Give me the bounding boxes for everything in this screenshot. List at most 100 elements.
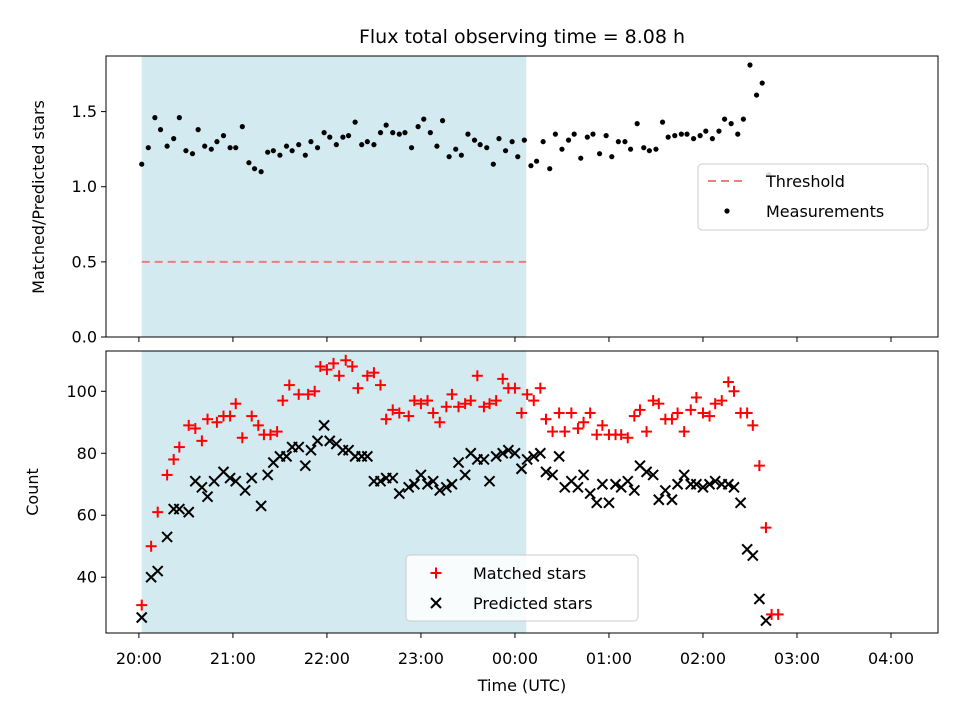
predicted-star-marker <box>452 456 465 469</box>
predicted-star-marker <box>374 475 387 487</box>
predicted-x-stroke <box>196 481 208 494</box>
measurement-point <box>345 133 352 139</box>
predicted-x-stroke <box>374 475 387 487</box>
predicted-star-marker <box>678 469 690 481</box>
predicted-star-marker <box>640 466 653 478</box>
predicted-x-stroke <box>690 478 703 490</box>
y-tick-label: 100 <box>66 382 97 401</box>
predicted-star-marker <box>151 565 164 577</box>
predicted-star-marker <box>427 475 439 487</box>
matched-star-marker <box>271 426 283 438</box>
matched-star-marker <box>293 388 305 400</box>
predicted-star-marker <box>622 475 634 487</box>
predicted-x-stroke <box>483 475 496 487</box>
predicted-star-marker <box>515 463 528 475</box>
measurement-point <box>446 154 452 160</box>
matched-star-marker <box>565 407 577 419</box>
matched-star-marker <box>152 506 164 518</box>
matched-star-marker <box>161 469 173 481</box>
matched-star-marker <box>540 413 552 425</box>
threshold-legend-label: Threshold <box>765 172 845 191</box>
matched-star-marker <box>647 395 659 407</box>
measurement-point <box>415 124 421 130</box>
predicted-star-marker <box>305 444 317 456</box>
measurement-point <box>540 139 546 145</box>
predicted-x-stroke <box>261 469 274 481</box>
predicted-x-stroke <box>446 478 458 490</box>
matched-star-marker <box>277 395 289 407</box>
measurement-point <box>596 151 603 157</box>
predicted-star-marker <box>293 441 305 453</box>
count-plot-area: 40 60 80 100 20:00 21:00 22:00 23:00 00:00 01:00 0… <box>66 350 939 668</box>
predicted-x-stroke <box>189 475 202 487</box>
predicted-x-stroke <box>161 531 173 543</box>
matched-star-marker <box>387 404 399 416</box>
predicted-star-marker <box>183 506 195 518</box>
predicted-star-marker <box>753 593 766 605</box>
top-axes-frame <box>105 55 939 338</box>
top-legend-box <box>697 163 929 231</box>
matched-star-marker <box>446 388 458 400</box>
measurement-point <box>377 130 384 136</box>
predicted-star-marker <box>255 500 267 512</box>
measurement-point <box>571 131 577 137</box>
predicted-star-marker <box>509 447 521 459</box>
predicted-x-stroke <box>201 490 214 503</box>
measurement-point <box>735 131 741 137</box>
matched-star-marker <box>224 410 236 422</box>
measurement-point <box>615 139 621 145</box>
predicted-star-marker <box>747 549 759 562</box>
measurement-point <box>453 146 459 152</box>
matched-star-marker <box>534 382 546 394</box>
y-tick-label: 60 <box>77 506 97 525</box>
matched-star-marker <box>361 370 373 382</box>
measurement-point <box>233 145 239 151</box>
predicted-star-marker <box>299 459 312 472</box>
measurement-point <box>684 131 690 137</box>
matched-star-marker <box>168 453 180 465</box>
measurement-point <box>665 134 671 140</box>
predicted-x-stroke <box>136 611 148 624</box>
predicted-star-marker <box>415 469 427 481</box>
measurement-point <box>157 127 164 133</box>
measurement-point <box>421 116 427 122</box>
measurement-point <box>321 130 327 136</box>
predicted-star-marker <box>318 419 330 432</box>
matched-star-marker <box>230 398 242 410</box>
predicted-x-stroke <box>230 475 242 487</box>
measurement-point <box>515 154 521 160</box>
bottom-panel: 40 60 80 100 20:00 21:00 22:00 23:00 00:00 01:00 0… <box>23 350 939 695</box>
predicted-star-marker <box>440 481 453 494</box>
measurement-point <box>183 148 189 154</box>
predicted-star-marker <box>596 478 609 490</box>
matched-star-marker <box>666 413 678 425</box>
predicted-x-stroke <box>293 441 305 453</box>
measurement-point <box>195 127 201 133</box>
x-tick-label: 00:00 <box>492 649 538 668</box>
predicted-star-marker <box>659 484 672 497</box>
measurement-point <box>721 116 728 122</box>
x-tick-label: 22:00 <box>304 649 350 668</box>
matched-star-marker <box>760 522 772 534</box>
measurement-point <box>565 137 572 143</box>
matched-star-marker <box>189 422 201 434</box>
measurement-point <box>646 148 652 154</box>
measurement-point <box>753 92 760 98</box>
matched-star-marker <box>368 367 380 379</box>
measurement-point <box>672 133 678 139</box>
measurement-point <box>747 62 753 68</box>
measurement-point <box>302 152 308 158</box>
predicted-star-marker <box>609 478 622 490</box>
matched-star-marker <box>415 398 427 410</box>
matched-star-marker <box>196 435 208 447</box>
measurement-point <box>547 166 553 172</box>
measurement-point <box>697 133 703 139</box>
measurement-point <box>359 142 365 148</box>
predicted-star-marker <box>311 435 324 447</box>
matched-star-marker <box>497 373 509 385</box>
matched-star-marker <box>465 395 477 407</box>
matched-star-marker <box>352 382 364 394</box>
predicted-x-stroke <box>246 472 258 484</box>
measurement-point <box>502 148 509 154</box>
measurement-point <box>528 163 534 169</box>
